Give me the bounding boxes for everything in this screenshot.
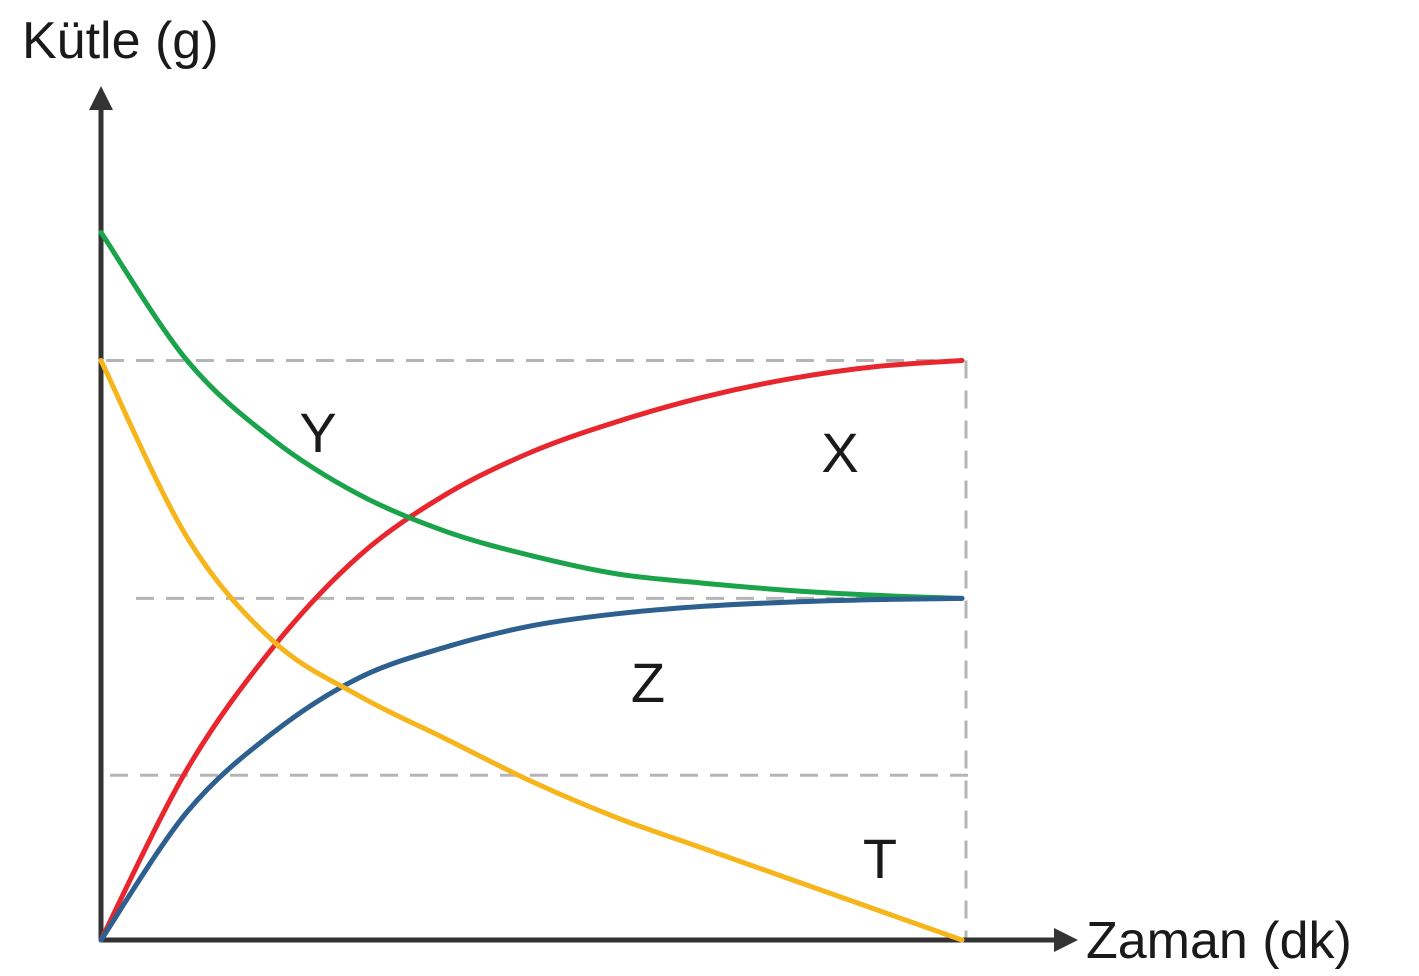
series-lines [98, 229, 965, 943]
series-z-label: Z [631, 651, 665, 714]
series-x-line [98, 358, 965, 943]
series-y-line [98, 229, 965, 601]
series-z-line [98, 595, 965, 943]
series-x-label: X [821, 421, 858, 484]
y-axis-arrow [89, 86, 113, 110]
series-t-line [98, 358, 965, 943]
axes [89, 86, 1078, 952]
series-y-label: Y [299, 401, 336, 464]
y-axis-title: Kütle (g) [22, 12, 219, 70]
series-t-label: T [863, 827, 897, 890]
series-labels: X Y Z T [299, 401, 897, 890]
x-axis-title: Zaman (dk) [1086, 912, 1352, 970]
x-axis-arrow [1054, 928, 1078, 952]
